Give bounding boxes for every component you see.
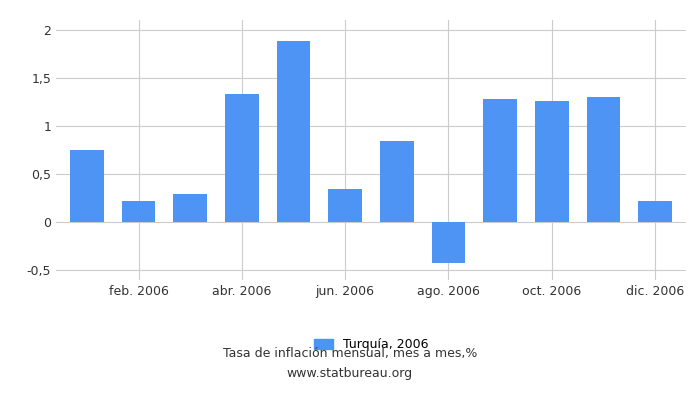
Bar	[225, 94, 259, 222]
Bar	[432, 222, 466, 263]
Bar	[276, 41, 310, 222]
Text: www.statbureau.org: www.statbureau.org	[287, 368, 413, 380]
Bar	[328, 190, 362, 222]
Bar	[122, 201, 155, 222]
Bar	[380, 141, 414, 222]
Bar	[638, 201, 672, 222]
Legend: Turquía, 2006: Turquía, 2006	[309, 333, 433, 356]
Bar	[70, 150, 104, 222]
Bar	[174, 194, 207, 222]
Bar	[483, 99, 517, 222]
Text: Tasa de inflación mensual, mes a mes,%: Tasa de inflación mensual, mes a mes,%	[223, 348, 477, 360]
Bar	[587, 97, 620, 222]
Bar	[535, 101, 568, 222]
